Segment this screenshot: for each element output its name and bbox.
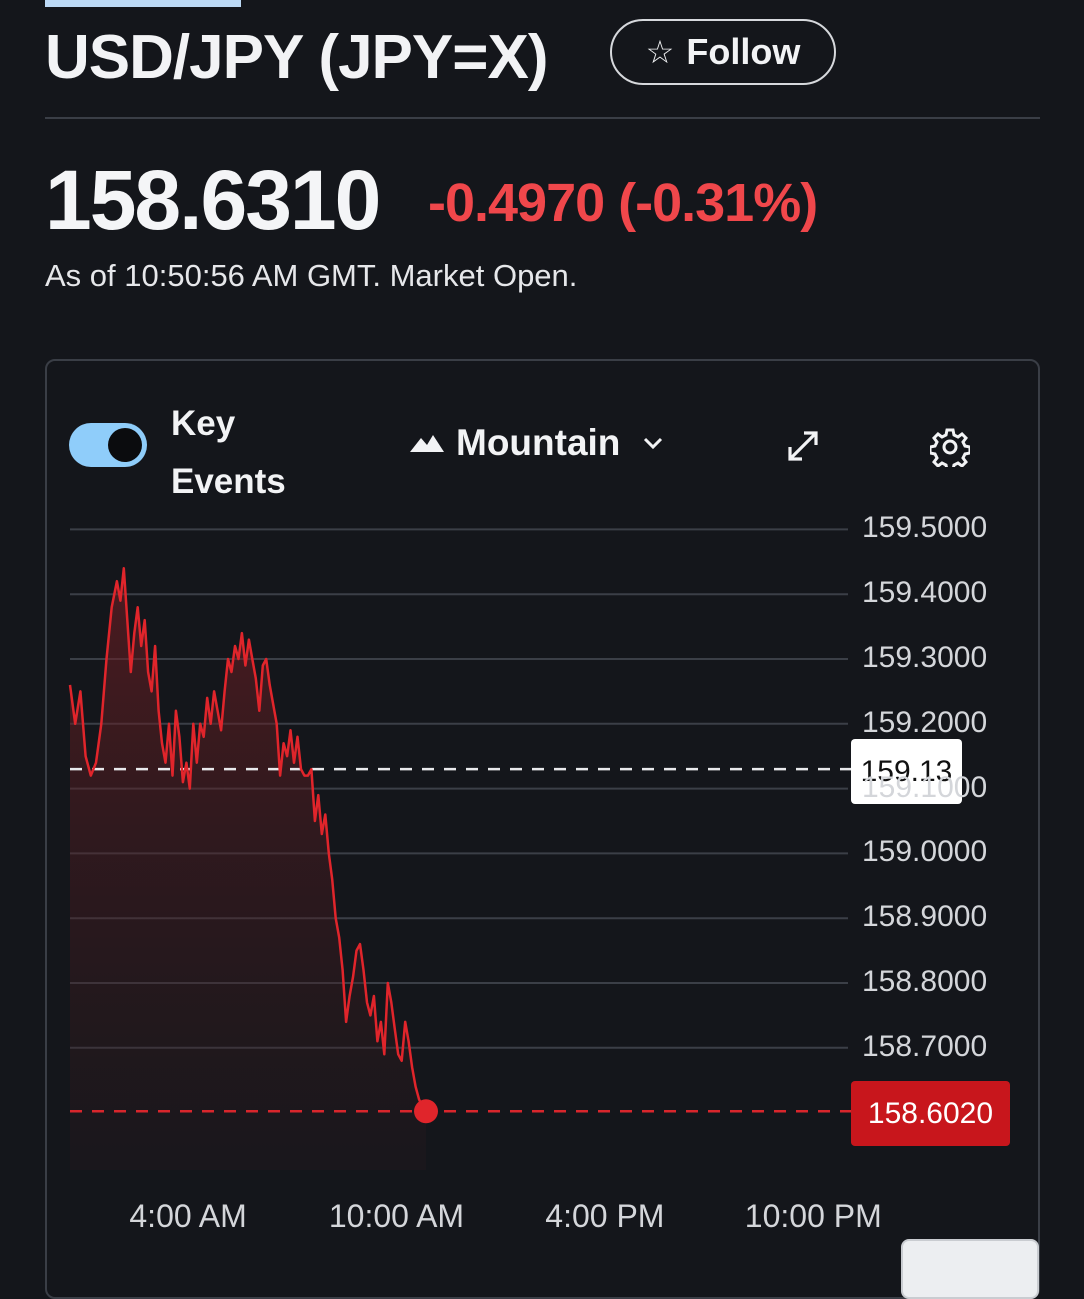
header-divider [45, 117, 1040, 119]
y-tick-label: 159.1000 [862, 770, 988, 804]
floating-action-button[interactable] [901, 1239, 1039, 1299]
y-tick-label: 159.3000 [862, 641, 988, 674]
reference-price-badge: 159.13 [851, 739, 962, 804]
current-price: 158.6310 [45, 153, 381, 247]
price-change: -0.4970 (-0.31%) [428, 173, 818, 233]
follow-button[interactable]: ☆ Follow [610, 19, 836, 85]
chevron-down-icon [644, 437, 663, 450]
x-tick-label: 4:00 PM [545, 1198, 665, 1234]
page-title: USD/JPY (JPY=X) [45, 23, 548, 92]
top-accent-bar [45, 0, 241, 7]
last-price-badge: 158.6020 [851, 1081, 1010, 1146]
expand-icon[interactable] [785, 428, 821, 464]
toggle-knob [108, 428, 142, 462]
chart-type-label: Mountain [456, 422, 621, 463]
x-tick-label: 4:00 AM [129, 1198, 247, 1234]
mountain-icon [410, 435, 444, 452]
gear-icon[interactable] [930, 427, 970, 467]
y-tick-label: 159.5000 [862, 511, 988, 545]
key-events-toggle[interactable] [69, 423, 147, 467]
market-status: As of 10:50:56 AM GMT. Market Open. [45, 258, 578, 293]
y-tick-label: 159.4000 [862, 576, 988, 610]
y-tick-label: 158.8000 [862, 965, 988, 998]
chart-type-dropdown[interactable]: Mountain [410, 422, 664, 464]
x-tick-label: 10:00 AM [328, 1198, 465, 1234]
y-tick-label: 159.0000 [862, 835, 988, 869]
y-tick-label: 158.7000 [862, 1029, 988, 1063]
price-line [68, 567, 428, 1112]
last-price-point [414, 1099, 439, 1124]
y-tick-label: 159.2000 [862, 705, 988, 739]
y-tick-label: 158.9000 [862, 900, 988, 934]
x-tick-label: 10:00 PM [744, 1198, 882, 1234]
follow-label: Follow [686, 31, 801, 72]
key-events-label: Key Events [171, 404, 286, 501]
star-icon: ☆ [645, 34, 675, 70]
